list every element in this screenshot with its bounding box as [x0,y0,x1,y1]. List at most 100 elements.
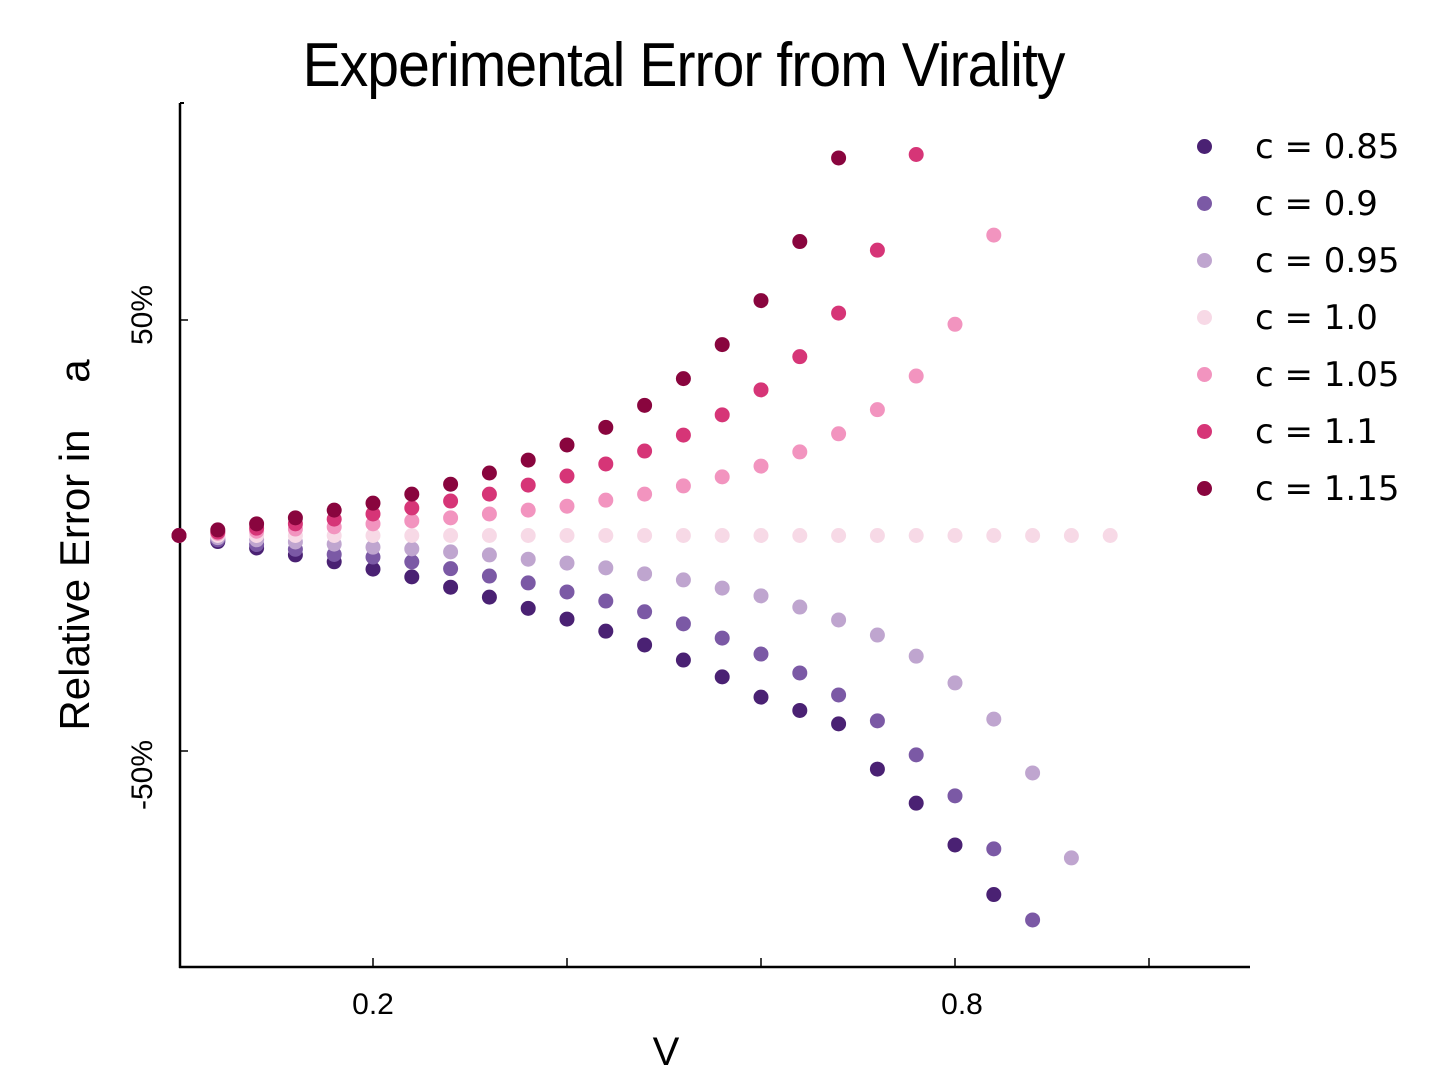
y-tick-label: -50% [126,739,159,811]
data-point [326,502,342,518]
data-point [714,630,730,646]
legend-marker-icon [1197,481,1212,496]
data-point [637,604,653,620]
data-point [753,293,769,309]
legend-item: c = 1.1 [1195,403,1400,460]
legend-marker-icon [1197,139,1212,154]
data-point [1025,912,1041,928]
data-point [520,575,536,591]
data-point [404,554,420,570]
legend-item: c = 0.9 [1195,175,1400,232]
data-point [947,528,963,543]
data-point [443,561,459,577]
data-point [520,600,536,616]
data-point [714,469,730,485]
data-point [714,407,730,423]
data-point [714,580,730,596]
data-point [947,837,963,853]
data-point [947,788,963,804]
data-point [831,305,847,321]
data-point [287,510,303,526]
data-point [481,528,497,543]
legend-item: c = 1.0 [1195,289,1400,346]
data-point [559,468,575,484]
data-point [792,599,808,615]
data-point [792,349,808,365]
data-point [908,648,924,664]
data-point [986,528,1002,543]
data-point [792,665,808,681]
data-point [753,528,769,543]
data-point [598,456,614,472]
data-point [1063,528,1079,543]
data-point [443,476,459,492]
data-point [481,547,497,563]
legend-marker-icon [1197,310,1212,325]
data-point [559,555,575,571]
data-point [831,612,847,628]
legend-item: c = 1.05 [1195,346,1400,403]
data-point [559,498,575,514]
data-point [792,528,808,543]
data-point [404,486,420,502]
data-point [637,528,653,543]
data-point [675,427,691,443]
data-point [404,541,420,557]
data-point [481,486,497,502]
data-point [986,841,1002,857]
data-point [637,443,653,459]
data-point [637,637,653,653]
data-point [908,368,924,384]
data-point [365,539,381,555]
data-point [404,513,420,529]
data-point [675,572,691,588]
data-point [792,444,808,460]
legend-marker-icon [1197,367,1212,382]
data-point [171,528,187,543]
data-point [559,437,575,453]
data-point [714,669,730,685]
data-point [831,426,847,442]
data-point [831,687,847,703]
data-point [637,486,653,502]
data-point [1025,528,1041,543]
data-point [520,477,536,493]
data-point [520,551,536,567]
data-point [869,627,885,643]
data-point [443,528,459,543]
data-point [1102,528,1118,543]
data-point [598,560,614,576]
data-point [714,337,730,353]
data-point [675,616,691,632]
legend: c = 0.85 c = 0.9 c = 0.95 c = 1.0 c = 1.… [1195,118,1400,517]
data-point [1063,850,1079,866]
x-axis-label: V [652,1030,680,1074]
data-point [947,675,963,691]
data-points [171,146,1118,928]
data-point [404,528,420,543]
data-point [598,593,614,609]
data-point [753,588,769,604]
data-point [753,382,769,398]
data-point [559,528,575,543]
data-point [869,713,885,729]
data-point [210,522,226,538]
data-point [831,716,847,732]
data-point [443,493,459,509]
data-point [598,623,614,639]
data-point [365,528,381,543]
x-tick-label: 0.2 [352,988,394,1021]
data-point [637,566,653,582]
data-point [481,465,497,481]
data-point [520,528,536,543]
data-point [986,711,1002,727]
data-point [869,402,885,418]
y-axis-label: Relative Error in a [51,359,98,731]
data-point [326,546,342,562]
data-point [481,589,497,605]
data-point [908,747,924,763]
data-point [365,495,381,511]
data-point [675,371,691,387]
data-point [675,652,691,668]
data-point [404,500,420,516]
